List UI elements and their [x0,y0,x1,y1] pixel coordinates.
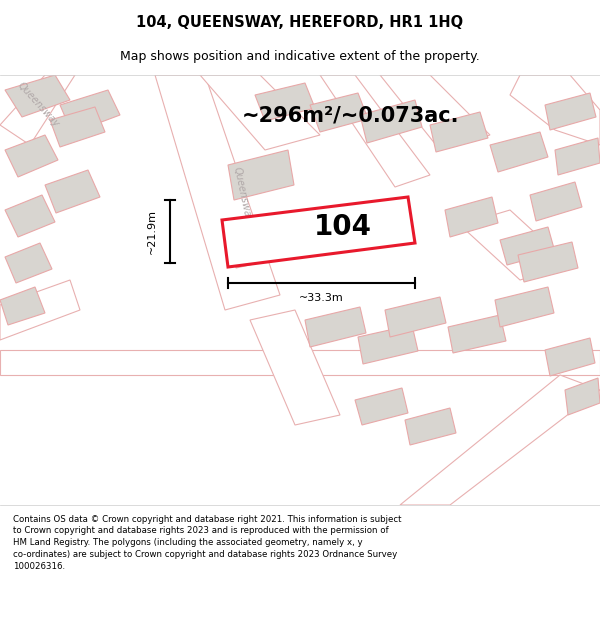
Polygon shape [232,220,295,268]
Polygon shape [228,150,294,200]
Polygon shape [445,197,498,237]
Text: Queensway: Queensway [231,166,253,224]
Polygon shape [0,75,75,145]
Polygon shape [5,243,52,283]
Text: Contains OS data © Crown copyright and database right 2021. This information is : Contains OS data © Crown copyright and d… [13,514,402,571]
Polygon shape [510,75,600,145]
Polygon shape [320,75,430,187]
Text: ~33.3m: ~33.3m [299,293,344,303]
Polygon shape [5,135,58,177]
Polygon shape [430,112,488,152]
Polygon shape [555,138,600,175]
Polygon shape [380,75,490,150]
Polygon shape [310,93,368,132]
Text: ~21.9m: ~21.9m [147,209,157,254]
Text: 104: 104 [314,213,372,241]
Polygon shape [200,75,320,150]
Polygon shape [222,197,415,267]
Polygon shape [0,287,45,325]
Polygon shape [155,75,280,310]
Polygon shape [495,287,554,327]
Polygon shape [5,75,70,117]
Text: ~296m²/~0.073ac.: ~296m²/~0.073ac. [241,105,459,125]
Polygon shape [0,350,600,375]
Polygon shape [45,170,100,213]
Polygon shape [545,93,596,130]
Polygon shape [460,210,570,280]
Polygon shape [518,242,578,282]
Polygon shape [448,315,506,353]
Text: 104, QUEENSWAY, HEREFORD, HR1 1HQ: 104, QUEENSWAY, HEREFORD, HR1 1HQ [136,15,464,30]
Polygon shape [305,307,366,347]
Polygon shape [255,83,315,121]
Text: Queensway: Queensway [15,81,61,129]
Polygon shape [60,90,120,133]
Polygon shape [358,325,418,364]
Polygon shape [0,280,80,340]
Polygon shape [530,182,582,221]
Polygon shape [5,195,55,237]
Polygon shape [355,388,408,425]
Polygon shape [405,408,456,445]
Polygon shape [545,338,595,376]
Polygon shape [50,107,105,147]
Polygon shape [565,378,600,415]
Polygon shape [400,375,600,505]
Polygon shape [250,310,340,425]
Polygon shape [385,297,446,337]
Text: Map shows position and indicative extent of the property.: Map shows position and indicative extent… [120,50,480,62]
Polygon shape [360,100,422,143]
Polygon shape [490,132,548,172]
Polygon shape [500,227,555,265]
